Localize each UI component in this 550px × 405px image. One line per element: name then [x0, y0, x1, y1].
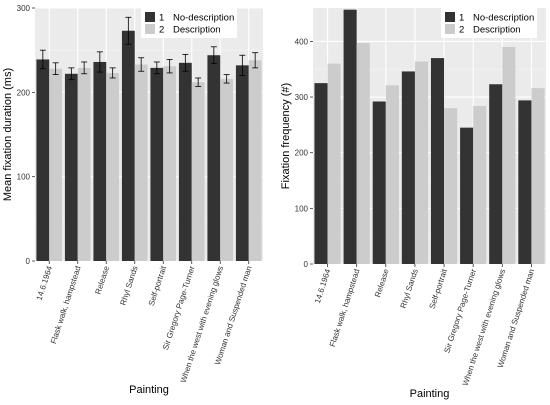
bar-no-description [460, 127, 474, 264]
legend-key: 1 [159, 13, 164, 24]
bar-no-description [121, 30, 135, 261]
y-tick-label: 100 [17, 173, 31, 182]
bar-no-description [401, 71, 415, 264]
bar-no-description [64, 73, 78, 261]
legend-label: No-description [173, 13, 234, 24]
bar-description [191, 82, 205, 261]
y-tick-label: 100 [295, 204, 309, 213]
legend-background [441, 8, 537, 38]
bar-no-description [314, 83, 328, 264]
y-axis-title: Mean fixation duration (ms) [2, 68, 14, 201]
bar-description [356, 43, 370, 265]
bar-description [106, 72, 120, 261]
legend-key: 1 [459, 13, 464, 24]
bar-no-description [343, 9, 357, 264]
x-axis-title: Painting [129, 384, 169, 396]
bar-no-description [207, 55, 221, 261]
bar-no-description [518, 100, 532, 265]
bar-description [163, 66, 177, 261]
legend-label: No-description [473, 13, 534, 24]
legend-label: Description [473, 25, 521, 36]
bar-description [385, 85, 399, 264]
bar-no-description [430, 58, 445, 264]
bar-description [502, 46, 516, 265]
legend-label: Description [173, 25, 221, 36]
bar-no-description [489, 84, 503, 265]
y-tick-label: 0 [26, 257, 31, 266]
legend-swatch [145, 24, 155, 34]
bar-no-description [36, 59, 50, 262]
bar-no-description [372, 101, 386, 264]
bar-description [473, 105, 487, 265]
legend-background [141, 8, 237, 38]
bar-description [444, 108, 458, 264]
y-axis-title: Fixation frequency (#) [280, 83, 292, 189]
legend-key: 2 [459, 25, 464, 36]
bar-no-description [235, 65, 249, 261]
bar-description [531, 88, 545, 264]
bar-no-description [150, 67, 164, 261]
bar-no-description [93, 61, 107, 262]
y-tick-label: 400 [295, 37, 309, 46]
legend-swatch [445, 12, 455, 22]
legend-swatch [145, 12, 155, 22]
bar-description [414, 61, 429, 264]
bar-description [134, 64, 148, 262]
y-tick-label: 0 [304, 260, 309, 269]
bar-description [77, 67, 91, 261]
bar-description [49, 68, 63, 261]
y-tick-label: 300 [295, 93, 309, 102]
y-tick-label: 300 [17, 4, 31, 13]
legend-key: 2 [159, 25, 164, 36]
legend-swatch [445, 24, 455, 34]
bar-no-description [178, 62, 192, 261]
y-tick-label: 200 [17, 88, 31, 97]
y-tick-label: 200 [295, 149, 309, 158]
x-axis-title: Painting [410, 388, 450, 400]
bar-description [327, 63, 341, 264]
bar-description [248, 60, 262, 261]
bar-description [220, 78, 234, 261]
